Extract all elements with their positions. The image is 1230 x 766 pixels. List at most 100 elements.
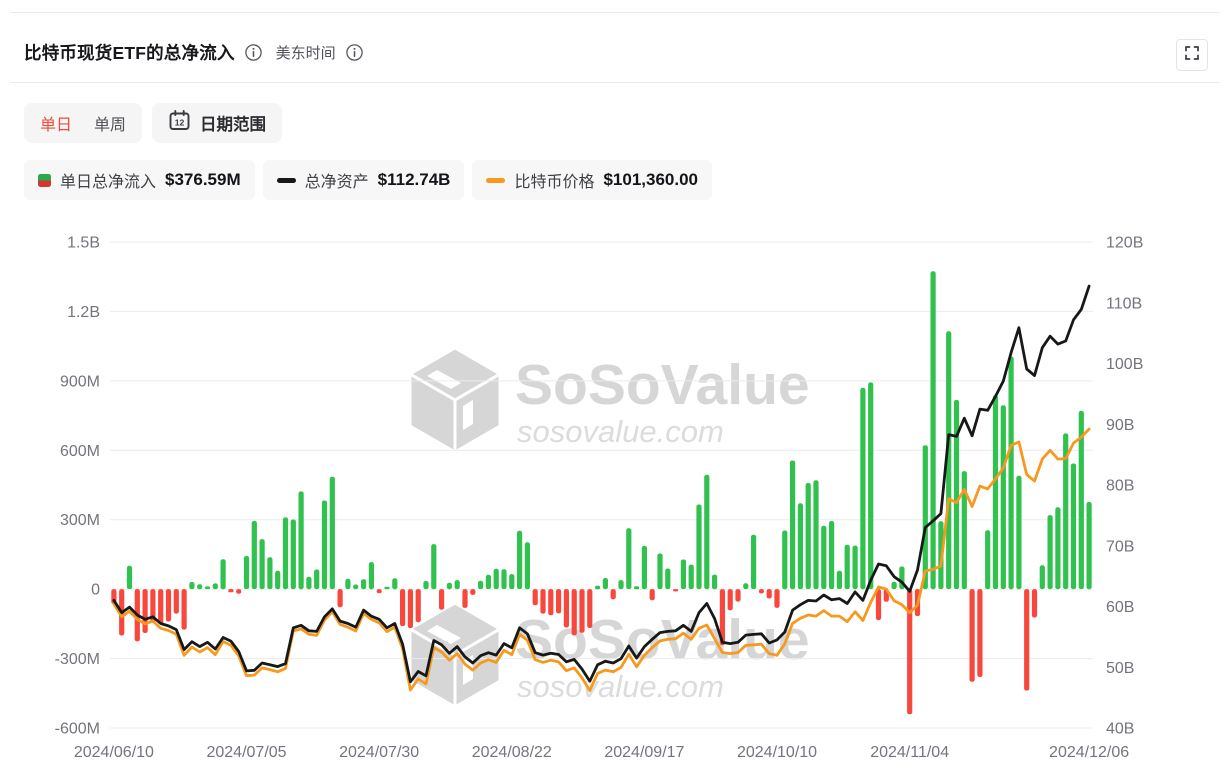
- netflow-bar: [423, 581, 429, 590]
- btc-price-line: [112, 427, 1091, 692]
- netflow-bar: [173, 589, 179, 614]
- sosovalue-watermark: SoSoValue sosovalue.com: [407, 601, 810, 710]
- netflow-bar: [829, 521, 835, 590]
- legend-label: 总净资产: [304, 174, 369, 191]
- legend-item-netflow[interactable]: 单日总净流入 $376.59M: [24, 160, 255, 200]
- netflow-bar: [439, 589, 445, 610]
- left-axis-tick: 1.2B: [67, 304, 100, 321]
- x-axis-tick: 2024/09/17: [604, 744, 684, 761]
- legend-value: $101,360.00: [603, 170, 699, 189]
- left-axis-tick: 600M: [60, 443, 100, 460]
- netflow-bar: [860, 387, 866, 590]
- netflow-bar: [470, 589, 476, 595]
- netflow-bar: [1000, 405, 1006, 590]
- netflow-bar: [415, 589, 421, 623]
- netflow-bar: [1008, 356, 1014, 590]
- netflow-bar: [1070, 463, 1077, 590]
- right-axis-tick: 100B: [1106, 356, 1143, 373]
- netflow-bar: [1039, 565, 1045, 590]
- netflow-bar: [844, 544, 850, 590]
- netflow-bar: [345, 578, 351, 590]
- netflow-bar: [165, 589, 172, 622]
- netflow-bar: [150, 589, 156, 623]
- legend-value: $112.74B: [377, 170, 451, 189]
- netflow-bar: [126, 565, 133, 590]
- header-divider: [10, 82, 1220, 83]
- x-axis-tick: 2024/08/22: [472, 744, 552, 761]
- netflow-bar: [431, 544, 437, 590]
- netflow-bar: [579, 589, 585, 633]
- legend-item-net-assets[interactable]: 总净资产 $112.74B: [262, 160, 465, 200]
- netflow-bar: [228, 589, 234, 593]
- tab-weekly[interactable]: 单周: [94, 117, 127, 134]
- netflow-bar: [657, 553, 663, 590]
- fullscreen-button[interactable]: [1176, 39, 1208, 71]
- netflow-bar: [478, 580, 484, 590]
- netflow-bar: [665, 568, 671, 590]
- netflow-bar: [454, 580, 460, 590]
- netflow-bar: [946, 331, 952, 590]
- netflow-bar: [852, 545, 858, 590]
- netflow-bar: [907, 589, 913, 715]
- netflow-bar: [790, 460, 796, 590]
- netflow-bar: [774, 589, 780, 608]
- top-divider: [10, 12, 1220, 13]
- x-axis-tick: 2024/06/10: [74, 744, 154, 761]
- netflow-bar: [836, 570, 842, 590]
- netflow-bar: [618, 580, 624, 590]
- right-axis-tick: 60B: [1106, 599, 1134, 616]
- netflow-bar: [540, 589, 546, 614]
- netflow-bar: [782, 530, 788, 590]
- netflow-bar: [384, 586, 390, 590]
- netflow-bar: [735, 589, 741, 602]
- netflow-bar: [805, 483, 811, 590]
- netflow-bar: [524, 542, 530, 590]
- left-axis-tick: 1.5B: [67, 235, 100, 252]
- netflow-bar: [688, 564, 694, 590]
- netflow-bar: [400, 589, 406, 627]
- netflow-bar: [977, 589, 983, 677]
- netflow-bar: [1024, 589, 1030, 691]
- netflow-bar: [1031, 589, 1038, 618]
- page-title: 比特币现货ETF的总净流入: [24, 43, 235, 63]
- right-axis-tick: 120B: [1106, 235, 1143, 252]
- netflow-bar: [969, 589, 975, 682]
- title-info-icon[interactable]: [244, 44, 262, 61]
- netflow-bar: [181, 589, 187, 630]
- netflow-bar: [243, 556, 250, 590]
- netflow-bar: [587, 589, 593, 628]
- netflow-bar: [649, 589, 655, 601]
- date-range-button[interactable]: 12 日期范围: [152, 103, 283, 143]
- tab-daily[interactable]: 单日: [40, 117, 73, 134]
- netflow-bar: [329, 476, 335, 590]
- timezone-label: 美东时间: [275, 45, 336, 62]
- netflow-bar: [571, 589, 577, 636]
- netflow-bar: [509, 574, 515, 590]
- right-axis-tick: 70B: [1106, 538, 1134, 555]
- netflow-bar: [392, 578, 398, 590]
- net-assets-line: [112, 284, 1091, 684]
- netflow-bar: [712, 574, 718, 590]
- left-axis-tick: -600M: [55, 721, 100, 738]
- period-tab-group: 单日 单周: [24, 103, 143, 143]
- netflow-bar: [602, 578, 608, 590]
- netflow-bar: [368, 562, 374, 590]
- netflow-bar: [1086, 502, 1092, 590]
- right-axis-tick: 90B: [1106, 417, 1134, 434]
- legend-label: 单日总净流入: [60, 174, 157, 191]
- netflow-bar: [290, 519, 296, 590]
- netflow-bar: [446, 582, 452, 590]
- right-axis-tick: 110B: [1106, 295, 1142, 312]
- netflow-bar: [1063, 433, 1069, 590]
- left-axis-tick: 0: [91, 582, 100, 599]
- netflow-bar: [501, 569, 507, 590]
- timezone-info-icon[interactable]: [345, 44, 363, 61]
- x-axis-tick: 2024/07/05: [206, 744, 286, 761]
- netflow-bar: [142, 589, 148, 633]
- netflow-bar: [282, 517, 289, 590]
- svg-text:SoSoValue: SoSoValue: [515, 353, 810, 417]
- netflow-bar: [1047, 515, 1053, 590]
- legend-item-btc-price[interactable]: 比特币价格 $101,360.00: [472, 160, 713, 200]
